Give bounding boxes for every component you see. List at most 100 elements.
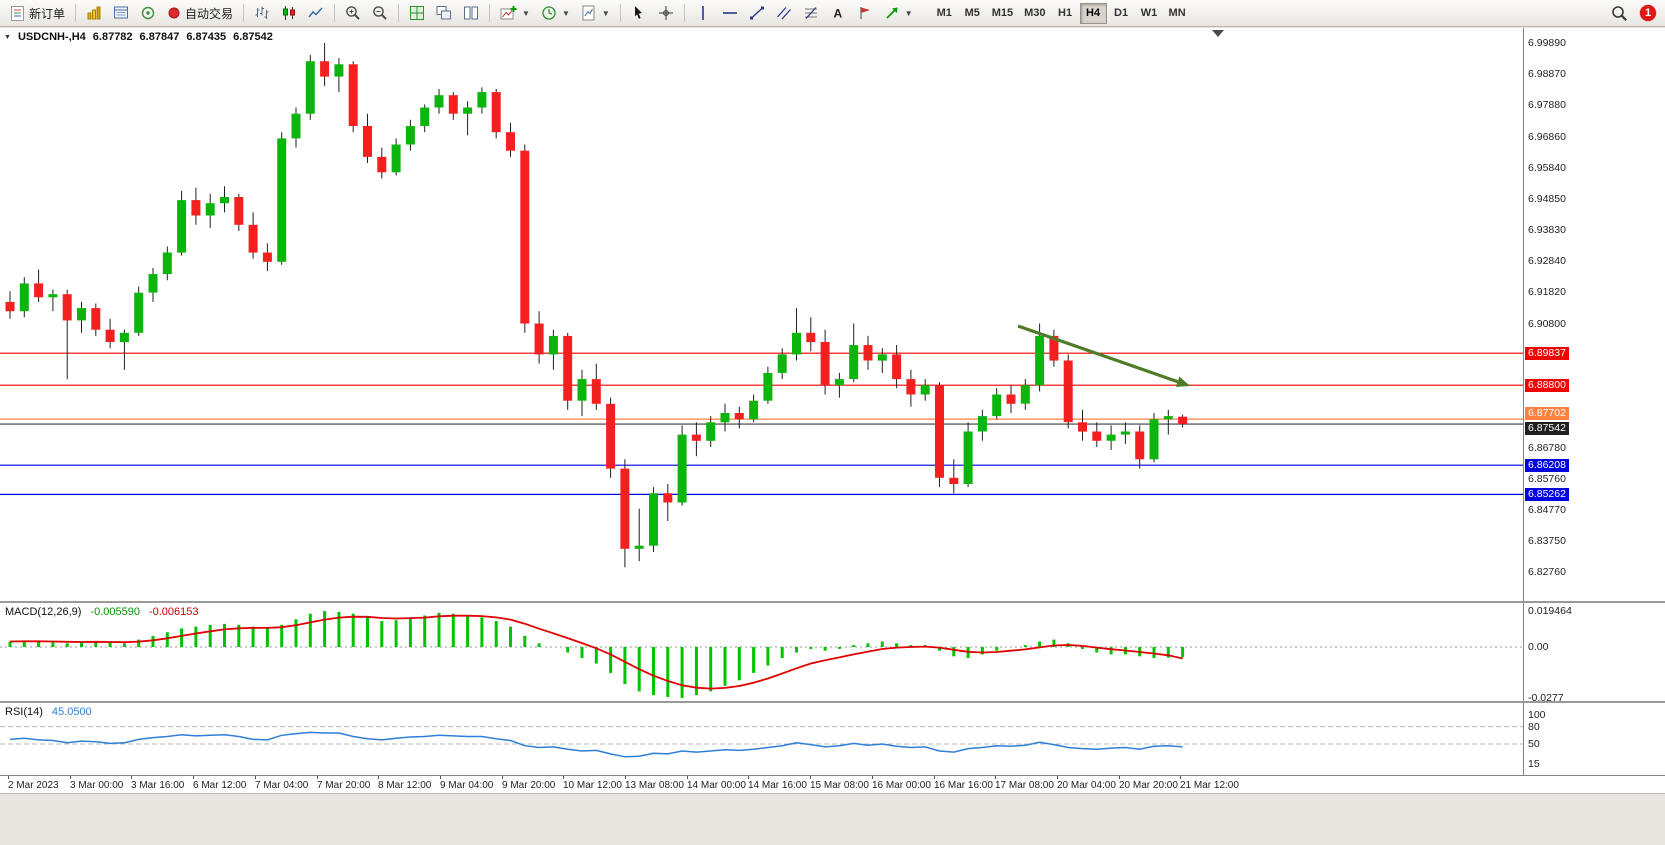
zoom-out-icon bbox=[372, 5, 388, 21]
rsi-axis[interactable]: 100 80 50 15 bbox=[1523, 703, 1665, 775]
text-icon: A bbox=[830, 5, 846, 21]
price-axis[interactable]: 6.99890 6.98870 6.97880 6.96860 6.95840 6.948… bbox=[1523, 28, 1665, 601]
timeframe-button-H1[interactable]: H1 bbox=[1052, 3, 1079, 24]
dropdown-caret-icon: ▼ bbox=[904, 8, 913, 18]
one-click-trading-toggle[interactable]: ▼ bbox=[4, 33, 11, 41]
price-axis-label: 6.82760 bbox=[1528, 566, 1566, 578]
search-button[interactable] bbox=[1606, 2, 1633, 25]
panel-separator[interactable] bbox=[0, 601, 1665, 603]
new-order-icon bbox=[10, 5, 25, 21]
ohlc-high: 6.87847 bbox=[139, 31, 180, 43]
macd-value-main: -0.005590 bbox=[90, 606, 140, 618]
time-axis-tick bbox=[1180, 776, 1181, 779]
rsi-line bbox=[9, 731, 1183, 758]
auto-trading-icon bbox=[167, 6, 181, 20]
toolbar-separator bbox=[75, 4, 77, 22]
indicators-button[interactable]: ▼ bbox=[495, 2, 535, 25]
rsi-chart[interactable] bbox=[0, 703, 1523, 775]
trendline-icon bbox=[749, 5, 765, 21]
timeframe-button-M30[interactable]: M30 bbox=[1019, 3, 1050, 24]
timeframe-button-D1[interactable]: D1 bbox=[1108, 3, 1135, 24]
time-axis-tick bbox=[625, 776, 626, 779]
notification-badge[interactable]: 1 bbox=[1640, 5, 1656, 21]
data-window-button[interactable] bbox=[108, 2, 134, 25]
text-button[interactable]: A bbox=[825, 2, 851, 25]
candlestick-chart[interactable] bbox=[0, 28, 1523, 601]
arrow-label-button[interactable] bbox=[852, 2, 878, 25]
price-axis-label: 6.91820 bbox=[1528, 286, 1566, 298]
timeframe-button-W1[interactable]: W1 bbox=[1136, 3, 1163, 24]
templates-button[interactable]: ▼ bbox=[576, 2, 615, 25]
price-axis-label: 6.95840 bbox=[1528, 162, 1566, 174]
data-window-icon bbox=[113, 5, 129, 21]
chart-bars-button[interactable] bbox=[249, 2, 275, 25]
time-axis-tick bbox=[70, 776, 71, 779]
time-axis-tick bbox=[8, 776, 9, 779]
time-axis-tick bbox=[131, 776, 132, 779]
timeframe-button-M1[interactable]: M1 bbox=[931, 3, 958, 24]
time-axis-label: 15 Mar 08:00 bbox=[810, 780, 869, 791]
time-axis-label: 7 Mar 04:00 bbox=[255, 780, 309, 791]
trend-arrow-annotation[interactable] bbox=[1017, 324, 1179, 384]
arrow-label-icon bbox=[857, 5, 873, 21]
dropdown-caret-icon: ▼ bbox=[522, 8, 530, 18]
vertical-line-button[interactable] bbox=[690, 2, 716, 25]
fibonacci-button[interactable] bbox=[798, 2, 824, 25]
time-axis-tick bbox=[378, 776, 379, 779]
tile-windows-button[interactable] bbox=[404, 2, 430, 25]
panel-separator[interactable] bbox=[0, 701, 1665, 703]
ohlc-open: 6.87782 bbox=[92, 31, 133, 43]
trendline-button[interactable] bbox=[744, 2, 770, 25]
time-axis-tick bbox=[810, 776, 811, 779]
price-axis-label: 6.83750 bbox=[1528, 535, 1566, 547]
tile-vertical-icon bbox=[463, 5, 479, 21]
macd-value-signal: -0.006153 bbox=[148, 606, 199, 618]
timeframe-group: M1 M5 M15 M30 H1 H4 D1 W1 MN bbox=[931, 2, 1191, 24]
timeframe-button-M15[interactable]: M15 bbox=[987, 3, 1018, 24]
time-axis-label: 21 Mar 12:00 bbox=[1180, 780, 1239, 791]
arrows-dropdown-icon bbox=[884, 5, 900, 21]
time-axis-label: 16 Mar 00:00 bbox=[872, 780, 931, 791]
zoom-in-button[interactable] bbox=[340, 2, 366, 25]
svg-text:A: A bbox=[833, 7, 842, 21]
timeframe-button-H4[interactable]: H4 bbox=[1079, 2, 1107, 24]
cascade-windows-button[interactable] bbox=[431, 2, 457, 25]
price-level-badge: 6.89837 bbox=[1525, 347, 1569, 360]
chart-candles-button[interactable] bbox=[276, 2, 302, 25]
crosshair-button[interactable] bbox=[653, 2, 679, 25]
timeframe-button-MN[interactable]: MN bbox=[1164, 3, 1191, 24]
market-watch-button[interactable] bbox=[81, 2, 107, 25]
toolbar-separator bbox=[398, 4, 400, 22]
periods-button[interactable]: ▼ bbox=[536, 2, 575, 25]
channel-button[interactable] bbox=[771, 2, 797, 25]
time-axis-tick bbox=[255, 776, 256, 779]
auto-trading-button[interactable]: 自动交易 bbox=[162, 2, 238, 25]
horizontal-line-icon bbox=[722, 5, 738, 21]
toolbar-separator bbox=[334, 4, 336, 22]
macd-label: MACD(12,26,9) -0.005590 -0.006153 bbox=[5, 606, 199, 618]
macd-chart[interactable] bbox=[0, 603, 1523, 701]
rsi-panel[interactable] bbox=[0, 703, 1523, 775]
chart-shift-marker[interactable] bbox=[1212, 30, 1224, 37]
cursor-button[interactable] bbox=[626, 2, 652, 25]
new-order-button[interactable]: 新订单 bbox=[5, 2, 70, 25]
indicators-icon bbox=[500, 5, 517, 21]
market-watch-icon bbox=[86, 5, 102, 21]
time-axis-label: 2 Mar 2023 bbox=[8, 780, 59, 791]
main-chart-panel[interactable] bbox=[0, 28, 1523, 601]
macd-panel[interactable] bbox=[0, 603, 1523, 701]
toolbar-separator bbox=[489, 4, 491, 22]
time-axis-tick bbox=[193, 776, 194, 779]
time-axis[interactable]: 2 Mar 2023 3 Mar 00:00 3 Mar 16:00 6 Mar 12… bbox=[0, 775, 1665, 793]
time-axis-label: 14 Mar 16:00 bbox=[748, 780, 807, 791]
price-level-badge: 6.86208 bbox=[1525, 459, 1569, 472]
chart-line-button[interactable] bbox=[303, 2, 329, 25]
macd-axis[interactable]: 0.019464 0.00 -0.0277 bbox=[1523, 603, 1665, 704]
toolbar: 新订单 自动交易 ▼ ▼ ▼ A ▼ M1 M5 M15 M30 H1 H4 D1 W1 MN … bbox=[0, 0, 1665, 27]
zoom-out-button[interactable] bbox=[367, 2, 393, 25]
tile-vertical-button[interactable] bbox=[458, 2, 484, 25]
horizontal-line-button[interactable] bbox=[717, 2, 743, 25]
arrows-dropdown-button[interactable]: ▼ bbox=[879, 2, 918, 25]
timeframe-button-M5[interactable]: M5 bbox=[959, 3, 986, 24]
navigator-button[interactable] bbox=[135, 2, 161, 25]
